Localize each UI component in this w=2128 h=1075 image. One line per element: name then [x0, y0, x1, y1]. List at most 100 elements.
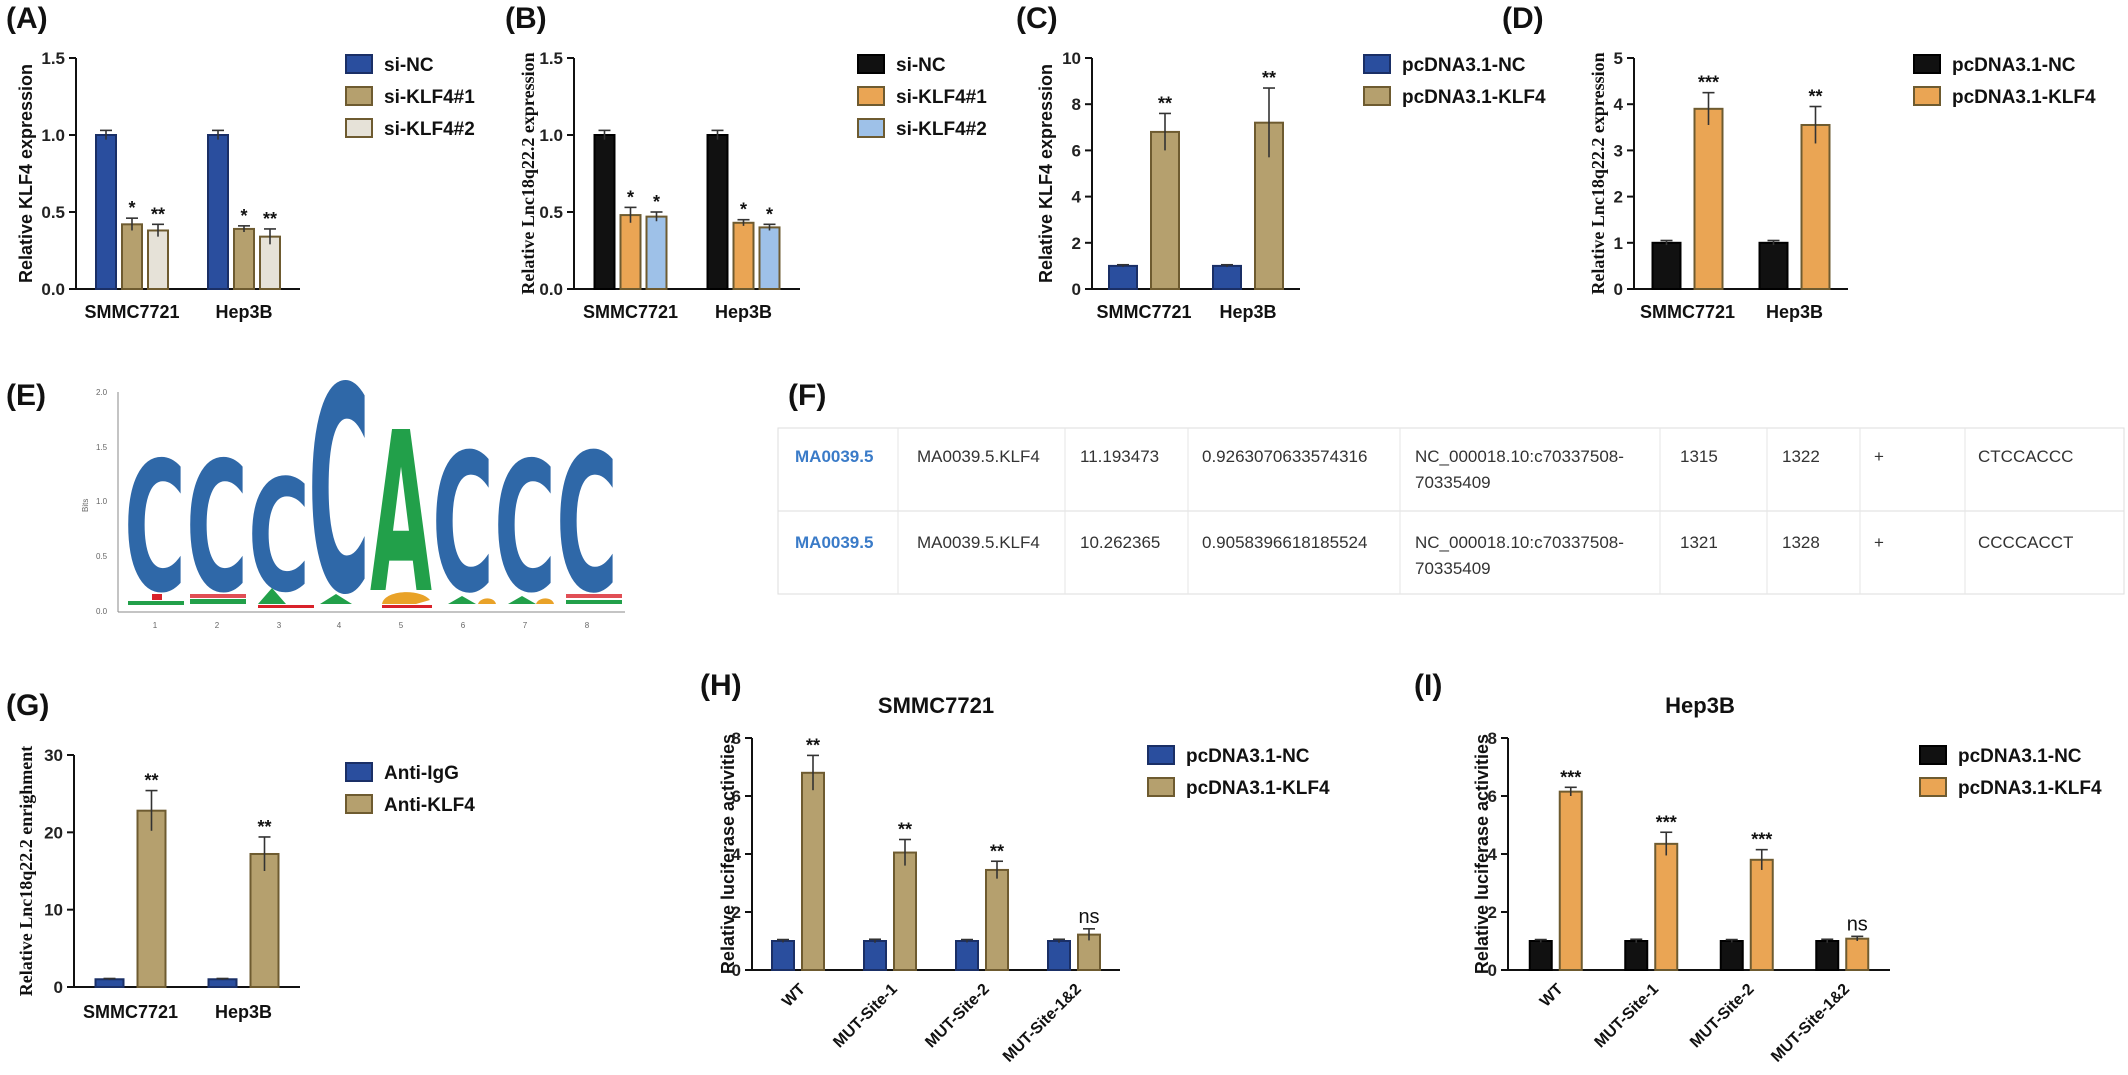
motif-minor-letters: [128, 588, 622, 608]
y-tick-label: 0: [1072, 280, 1081, 299]
panel-label-e: (E): [6, 379, 46, 412]
panel-label-f: (F): [788, 379, 826, 412]
bar: [619, 214, 642, 290]
y-tick-label: 6: [1072, 141, 1081, 160]
y-tick-label: 2: [732, 903, 741, 922]
y-tick-label: 30: [44, 746, 63, 765]
strand-cell: +: [1874, 533, 1884, 552]
panel-label-g: (G): [6, 689, 49, 722]
bar: [1654, 842, 1679, 971]
y-tick-label: 1.0: [539, 126, 563, 145]
legend-label: Anti-IgG: [384, 763, 459, 784]
motif-y-tick: 0.5: [96, 552, 108, 561]
legend-label: pcDNA3.1-NC: [1402, 55, 1526, 76]
panel-label-d: (D): [1502, 2, 1544, 35]
end-cell: 1322: [1782, 447, 1820, 466]
legend-swatch: [1147, 745, 1175, 765]
y-axis-label: Relative KLF4 expression: [1036, 64, 1056, 283]
significance-label: **: [257, 817, 271, 837]
y-tick-label: 0.0: [539, 280, 563, 299]
start-cell: 1321: [1680, 533, 1718, 552]
panel-label-b: (B): [505, 2, 547, 35]
bar: [207, 134, 229, 290]
category-label: Hep3B: [215, 302, 272, 322]
motif-position-label: 8: [585, 621, 590, 630]
chart-title: Hep3B: [1665, 693, 1735, 718]
y-tick-label: 8: [732, 729, 741, 748]
end-cell: 1328: [1782, 533, 1820, 552]
bar: [1845, 937, 1870, 971]
bar: [771, 940, 795, 971]
bar: [801, 771, 825, 971]
significance-label: ***: [1751, 830, 1772, 850]
legend-label: pcDNA3.1-KLF4: [1952, 87, 2096, 108]
bar: [1558, 790, 1583, 972]
sequence-id-cell: NC_000018.10:c70337508-: [1415, 447, 1624, 466]
bar: [1651, 241, 1682, 291]
y-tick-label: 8: [1072, 95, 1081, 114]
significance-label: **: [1262, 68, 1276, 88]
legend-swatch: [345, 118, 373, 138]
y-tick-label: 2: [1488, 903, 1497, 922]
matrix-id-link[interactable]: MA0039.5: [795, 533, 873, 552]
legend-swatch: [345, 762, 373, 782]
bar: [1108, 264, 1138, 290]
y-tick-label: 4: [732, 845, 742, 864]
panel-label-i: (I): [1414, 669, 1442, 702]
legend-swatch: [345, 86, 373, 106]
legend-swatch: [1147, 777, 1175, 797]
significance-label: *: [740, 200, 747, 220]
panel-label-c: (C): [1016, 2, 1058, 35]
matrix-id-link[interactable]: MA0039.5: [795, 447, 873, 466]
y-tick-label: 0.5: [41, 203, 65, 222]
motif-letters: C C CC A C C C: [124, 327, 618, 657]
motif-y-tick: 1.5: [96, 443, 108, 452]
y-tick-label: 4: [1488, 845, 1498, 864]
legend-label: si-NC: [896, 55, 946, 76]
chart-d: 0 1 2 3 4 5 Relative Lnc18q22.2 expression *** S…: [1588, 49, 2096, 322]
chart-title: SMMC7721: [878, 693, 994, 718]
significance-label: *: [240, 206, 247, 226]
y-tick-label: 1: [1614, 234, 1623, 253]
bar: [758, 226, 781, 290]
motif-logo: 2.0 1.5 1.0 0.5 0.0 Bits C C CC A C C C 1 2 3 4 5 6…: [81, 327, 625, 657]
significance-label: **: [1808, 87, 1822, 107]
motif-y-tick: 1.0: [96, 497, 108, 506]
category-label: MUT-Site-1: [1592, 981, 1663, 1052]
significance-label: *: [627, 187, 634, 207]
bar: [1150, 130, 1180, 290]
y-tick-label: 10: [1062, 49, 1081, 68]
legend-label: si-KLF4#1: [896, 87, 987, 108]
sequence-id-cell: NC_000018.10:c70337508-: [1415, 533, 1624, 552]
legend-swatch: [1913, 54, 1941, 74]
legend-swatch: [1363, 86, 1391, 106]
motif-letter: C: [186, 424, 248, 633]
y-tick-label: 1.5: [539, 49, 563, 68]
significance-label: **: [144, 771, 158, 791]
category-label: SMMC7721: [1640, 302, 1735, 322]
legend-label: Anti-KLF4: [384, 795, 475, 816]
y-tick-label: 1.0: [41, 126, 65, 145]
legend-swatch: [1363, 54, 1391, 74]
y-tick-label: 8: [1488, 729, 1497, 748]
chart-g: 0 10 20 30 Relative Lnc18q22.2 enrighment ** S…: [16, 746, 475, 1022]
y-axis-label: Relative Lnc18q22.2 expression: [518, 52, 538, 294]
y-tick-label: 2: [1072, 234, 1081, 253]
y-tick-label: 6: [1488, 787, 1497, 806]
y-tick-label: 10: [44, 901, 63, 920]
bar: [955, 940, 979, 971]
bar: [732, 221, 755, 290]
motif-letter: C: [308, 327, 370, 657]
panel-label-a: (A): [6, 2, 48, 35]
category-label: MUT-Site-1&2: [1000, 981, 1085, 1066]
motif-position-label: 2: [215, 621, 220, 630]
bar: [233, 227, 255, 291]
table-row: MA0039.5 MA0039.5.KLF4 10.262365 0.90583…: [795, 533, 2073, 578]
motif-y-tick: 2.0: [96, 388, 108, 397]
significance-label: *: [766, 204, 773, 224]
legend-swatch: [1919, 745, 1947, 765]
